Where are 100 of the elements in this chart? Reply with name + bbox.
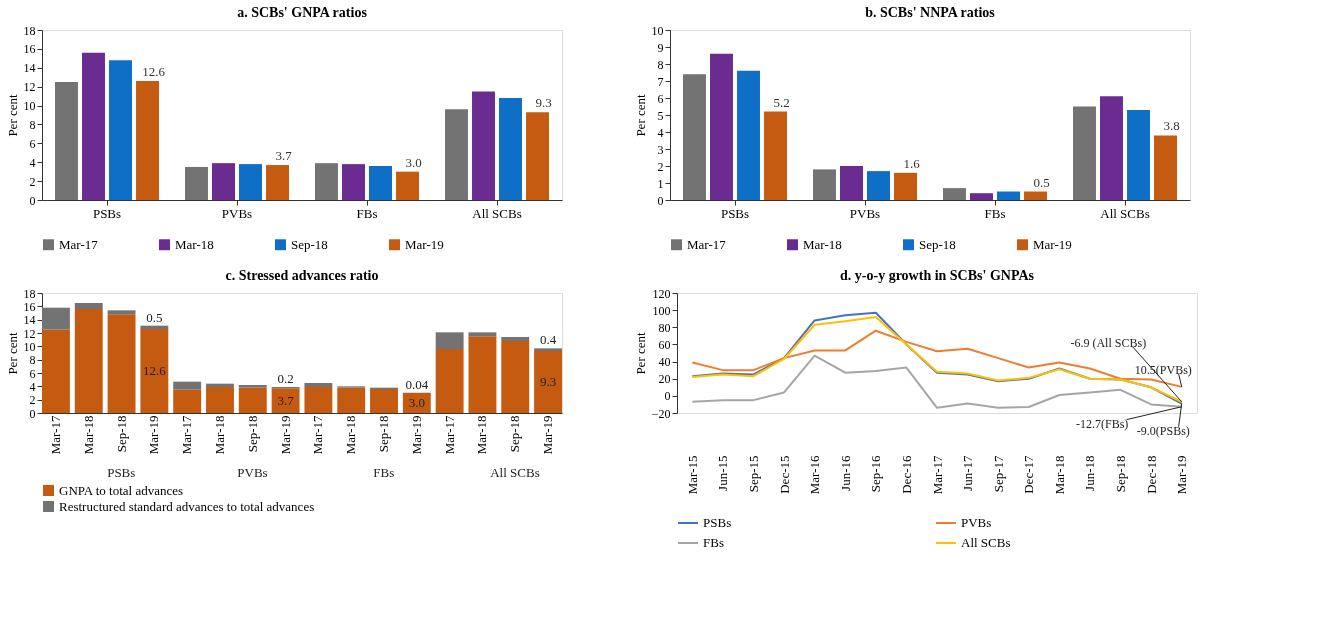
y-tick-label: 0	[664, 389, 671, 404]
bar	[74, 303, 103, 309]
x-tick-label: Dec-17	[1021, 455, 1037, 494]
bar	[526, 112, 549, 200]
bar	[997, 191, 1020, 200]
bar	[173, 381, 202, 390]
bar	[266, 165, 289, 200]
bar	[840, 166, 863, 200]
bar	[970, 193, 993, 200]
y-tick-label: 8	[657, 57, 664, 72]
data-label: 3.0	[408, 395, 425, 410]
bar	[472, 91, 495, 200]
bar	[55, 81, 78, 200]
y-tick-label: 120	[652, 286, 671, 301]
legend-label: Mar-19	[1033, 236, 1072, 252]
x-tick-label: Sep-18	[244, 415, 260, 453]
annotation: -9.0(PSBs)	[1136, 424, 1190, 438]
bar	[304, 387, 333, 413]
bar	[315, 163, 338, 200]
data-label: 0.4	[539, 332, 557, 348]
bar	[238, 387, 267, 413]
data-label: 12.6	[142, 64, 166, 79]
bar	[501, 337, 530, 341]
bar	[74, 309, 103, 413]
legend-label: Restructured standard advances to total advances	[59, 498, 315, 514]
y-tick-label: 0	[29, 193, 36, 208]
y-tick-label: 9	[657, 40, 664, 55]
x-tick-label: All SCBs	[1100, 205, 1150, 221]
x-tick-label: Sep-18	[113, 415, 129, 453]
bar	[943, 188, 966, 200]
legend-label: Mar-19	[405, 236, 444, 252]
bar	[867, 171, 890, 200]
bar	[173, 389, 202, 413]
data-label: 3.0	[405, 154, 422, 170]
y-tick-label: 6	[29, 366, 36, 381]
y-tick-label: 100	[652, 303, 671, 318]
legend-label: Mar-17	[687, 236, 727, 252]
x-tick-label: Mar-17	[310, 415, 326, 455]
data-label: 0.5	[1033, 174, 1050, 190]
y-tick-label: 14	[23, 61, 36, 76]
x-tick-label: Sep-18	[376, 415, 392, 453]
bar	[1154, 135, 1177, 200]
x-tick-label: Mar-18	[474, 415, 490, 455]
data-label: 5.2	[773, 94, 790, 110]
bar	[683, 74, 706, 200]
y-tick-label: 80	[658, 320, 671, 335]
x-tick-label: PVBs	[849, 205, 881, 221]
y-tick-label: 20	[658, 372, 671, 387]
legend-label: All SCBs	[961, 535, 1011, 550]
bar	[764, 111, 787, 200]
data-label: 3.8	[1163, 118, 1180, 134]
bar	[337, 387, 366, 413]
bar	[1073, 106, 1096, 200]
x-tick-label: Mar-17	[179, 415, 195, 455]
x-tick-label: Sep-15	[745, 455, 761, 493]
bar	[1127, 109, 1150, 200]
bar	[212, 163, 235, 200]
x-tick-label: Dec-18	[1143, 455, 1159, 494]
bar	[894, 172, 917, 200]
data-label: 1.6	[903, 155, 921, 171]
bar	[534, 351, 562, 413]
bar	[435, 332, 464, 349]
y-tick-label: 12	[23, 326, 36, 341]
x-tick-label: Mar-17	[929, 455, 945, 495]
bar	[499, 98, 522, 200]
x-tick-label: Mar-18	[80, 415, 96, 455]
y-axis-title: Per cent	[4, 332, 20, 375]
y-tick-label: 6	[657, 91, 664, 106]
chart-title: b. SCBs' NNPA ratios	[865, 5, 996, 20]
x-tick-label: Dec-16	[898, 455, 914, 494]
x-tick-label: PSBs	[92, 205, 122, 221]
x-tick-label: Jun-18	[1082, 455, 1098, 491]
x-tick-label: Sep-18	[1113, 455, 1129, 493]
legend-label: PVBs	[961, 515, 992, 530]
bar	[342, 164, 365, 200]
x-tick-label: FBs	[356, 205, 378, 221]
y-tick-label: 0	[657, 193, 664, 208]
x-tick-label: Mar-18	[1051, 455, 1067, 495]
bar	[42, 329, 70, 413]
x-tick-label: Mar-19	[146, 415, 162, 455]
legend-label: Mar-18	[175, 236, 214, 252]
bar	[468, 336, 497, 413]
bar	[396, 171, 419, 200]
bar	[501, 341, 530, 413]
bar	[239, 164, 262, 200]
legend-label: GNPA to total advances	[59, 482, 184, 498]
y-tick-label: 6	[29, 136, 36, 151]
y-tick-label: 10	[651, 23, 664, 38]
bar	[445, 109, 468, 200]
bar	[238, 385, 267, 388]
y-tick-label: 14	[23, 313, 36, 328]
bar	[140, 329, 169, 413]
y-axis-title: Per cent	[632, 94, 648, 137]
annotation: -12.7(FBs)	[1076, 416, 1129, 431]
y-tick-label: 12	[23, 80, 36, 95]
x-tick-label: Mar-15	[684, 455, 700, 495]
bar	[304, 383, 333, 387]
data-label: 3.7	[275, 148, 293, 164]
bar	[82, 52, 105, 200]
chart-title: d. y-o-y growth in SCBs' GNPAs	[840, 268, 1035, 283]
